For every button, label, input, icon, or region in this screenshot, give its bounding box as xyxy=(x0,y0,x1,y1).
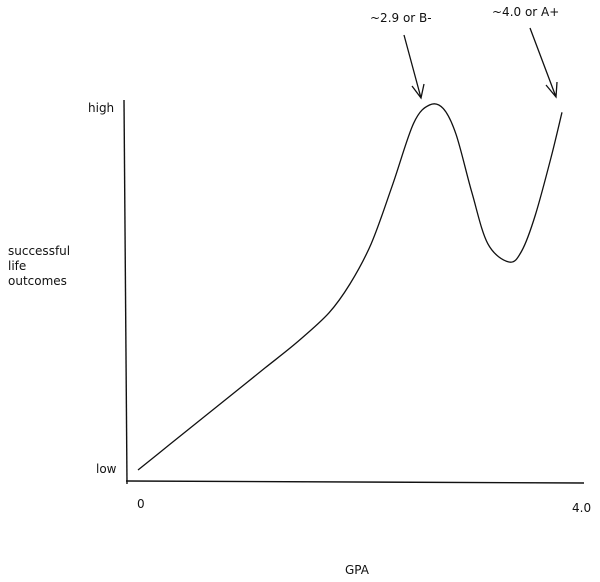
y-axis-label-line-2: life xyxy=(8,259,26,273)
annotation-b-minus: ~2.9 or B- xyxy=(370,11,432,100)
annotation-b-minus-arrow xyxy=(403,34,425,100)
x-tick-0: 0 xyxy=(137,497,145,511)
y-tick-low: low xyxy=(96,462,117,476)
annotation-a-plus: ~4.0 or A+ xyxy=(492,5,559,99)
annotation-b-minus-text: ~2.9 or B- xyxy=(370,11,432,25)
series-line xyxy=(137,103,563,471)
x-axis xyxy=(125,480,585,484)
y-tick-high: high xyxy=(88,101,114,115)
x-tick-4: 4.0 xyxy=(572,501,591,515)
y-axis-label-line-1: successful xyxy=(8,244,70,258)
annotation-a-plus-text: ~4.0 or A+ xyxy=(492,5,559,19)
y-axis xyxy=(123,99,128,485)
annotation-a-plus-arrow xyxy=(529,27,558,99)
y-axis-label-line-3: outcomes xyxy=(8,274,67,288)
x-axis-label: GPA xyxy=(345,563,370,577)
